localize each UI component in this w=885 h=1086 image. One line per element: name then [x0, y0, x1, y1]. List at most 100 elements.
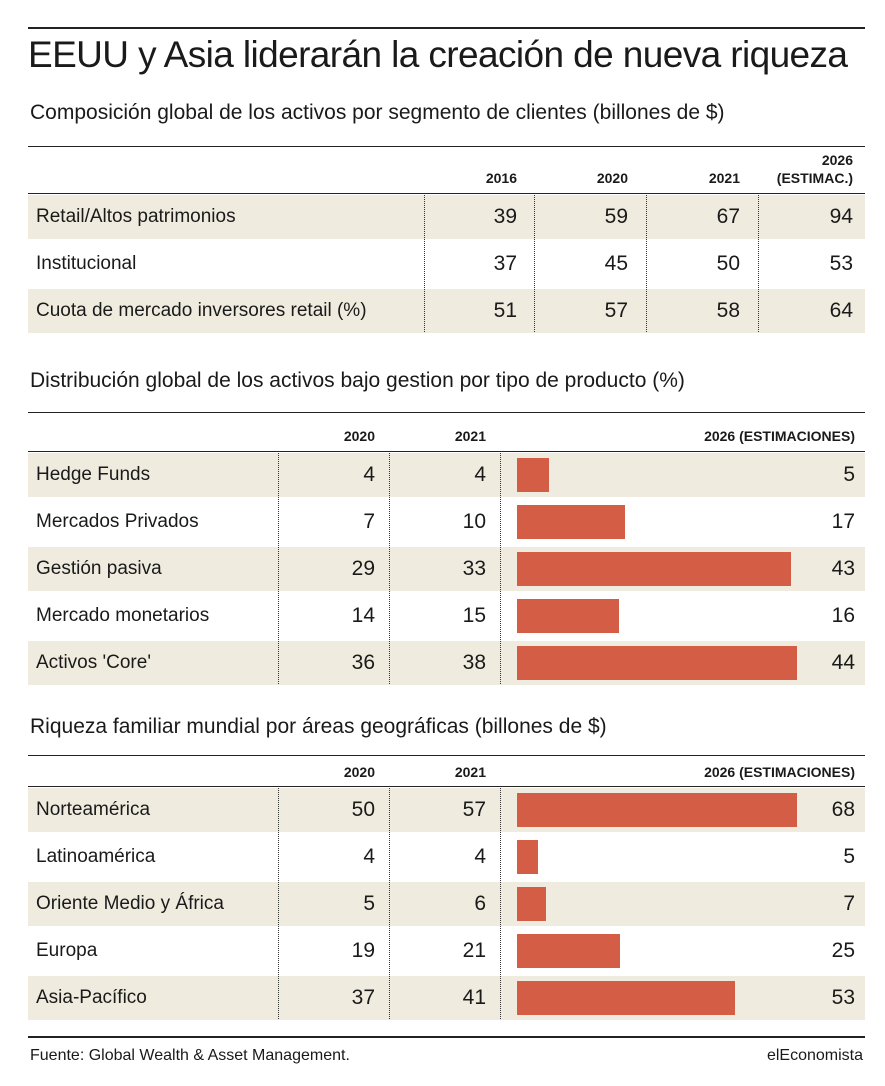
- value-cell: 4: [474, 845, 486, 868]
- column-divider: [500, 453, 501, 684]
- bar-value: 44: [831, 651, 855, 674]
- column-divider: [646, 195, 647, 332]
- bar: [517, 840, 538, 874]
- bar: [517, 981, 736, 1015]
- s2-col-2020: 2020: [343, 428, 375, 444]
- bar-value: 17: [831, 510, 855, 533]
- table-row: Asia-Pacífico 37 41 53: [28, 976, 865, 1020]
- column-divider: [534, 195, 535, 332]
- value-cell: 36: [351, 651, 375, 674]
- value-cell: 50: [351, 798, 375, 821]
- s3-col-2026: 2026 (ESTIMACIONES): [704, 764, 855, 780]
- value-cell: 21: [462, 939, 486, 962]
- s1-col-2026-year: 2026: [821, 152, 853, 168]
- value-cell: 58: [716, 299, 740, 322]
- section-1-header-rule: [28, 146, 865, 147]
- value-cell: 57: [462, 798, 486, 821]
- table-row: Cuota de mercado inversores retail (%) 51…: [28, 289, 865, 333]
- value-cell: 51: [493, 299, 517, 322]
- s2-col-2021: 2021: [454, 428, 486, 444]
- column-divider: [278, 453, 279, 684]
- section-1-top-rule: [28, 193, 865, 194]
- bar-value: 25: [831, 939, 855, 962]
- bar-value: 68: [831, 798, 855, 821]
- value-cell: 64: [829, 299, 853, 322]
- bar-value: 5: [843, 845, 855, 868]
- footer-source: Fuente: Global Wealth & Asset Management…: [30, 1047, 350, 1064]
- row-label: Mercados Privados: [36, 511, 199, 532]
- value-cell: 50: [716, 252, 740, 275]
- value-cell: 19: [351, 939, 375, 962]
- table-row: Institucional 37 45 50 53: [28, 242, 865, 286]
- s1-col-2020: 2020: [596, 170, 628, 186]
- row-label: Retail/Altos patrimonios: [36, 206, 236, 227]
- value-cell: 4: [363, 845, 375, 868]
- value-cell: 94: [829, 205, 853, 228]
- value-cell: 37: [351, 986, 375, 1009]
- s1-col-2021: 2021: [708, 170, 740, 186]
- row-label: Oriente Medio y África: [36, 893, 224, 914]
- table-row: Latinoamérica 4 4 5: [28, 835, 865, 879]
- value-cell: 38: [462, 651, 486, 674]
- section-2-title: Distribución global de los activos bajo …: [30, 369, 685, 392]
- bar-value: 53: [831, 986, 855, 1009]
- value-cell: 29: [351, 557, 375, 580]
- table-row: Hedge Funds 4 4 5: [28, 453, 865, 497]
- column-divider: [389, 453, 390, 684]
- value-cell: 5: [363, 892, 375, 915]
- bar: [517, 646, 797, 680]
- row-label: Europa: [36, 940, 98, 961]
- value-cell: 41: [462, 986, 486, 1009]
- value-cell: 15: [462, 604, 486, 627]
- bar: [517, 505, 626, 539]
- s1-col-2026-note: (ESTIMAC.): [776, 170, 853, 186]
- table-row: Activos 'Core' 36 38 44: [28, 641, 865, 685]
- column-divider: [278, 788, 279, 1019]
- bar-value: 43: [831, 557, 855, 580]
- value-cell: 45: [604, 252, 628, 275]
- value-cell: 4: [474, 463, 486, 486]
- bar-value: 5: [843, 463, 855, 486]
- bar: [517, 552, 791, 586]
- table-row: Mercados Privados 7 10 17: [28, 500, 865, 544]
- value-cell: 6: [474, 892, 486, 915]
- row-label: Gestión pasiva: [36, 558, 162, 579]
- column-divider: [500, 788, 501, 1019]
- bar: [517, 793, 797, 827]
- bar: [517, 599, 619, 633]
- table-row: Oriente Medio y África 5 6 7: [28, 882, 865, 926]
- value-cell: 57: [604, 299, 628, 322]
- value-cell: 53: [829, 252, 853, 275]
- s1-col-2016: 2016: [485, 170, 517, 186]
- value-cell: 33: [462, 557, 486, 580]
- table-row: Gestión pasiva 29 33 43: [28, 547, 865, 591]
- row-label: Cuota de mercado inversores retail (%): [36, 300, 367, 321]
- bar-value: 7: [843, 892, 855, 915]
- table-row: Mercado monetarios 14 15 16: [28, 594, 865, 638]
- section-3-top-rule: [28, 786, 865, 787]
- value-cell: 59: [604, 205, 628, 228]
- bar: [517, 458, 549, 492]
- bar-value: 16: [831, 604, 855, 627]
- row-label: Hedge Funds: [36, 464, 151, 485]
- table-row: Norteamérica 50 57 68: [28, 788, 865, 832]
- value-cell: 4: [363, 463, 375, 486]
- section-3-header-rule: [28, 755, 865, 756]
- main-title: EEUU y Asia liderarán la creación de nue…: [28, 34, 848, 75]
- s3-col-2020: 2020: [343, 764, 375, 780]
- row-label: Mercado monetarios: [36, 605, 210, 626]
- bar: [517, 887, 546, 921]
- column-divider: [758, 195, 759, 332]
- footer-rule: [28, 1036, 865, 1038]
- column-divider: [389, 788, 390, 1019]
- section-2-header-rule: [28, 412, 865, 413]
- table-row: Retail/Altos patrimonios 39 59 67 94: [28, 195, 865, 239]
- column-divider: [424, 195, 425, 332]
- bar: [517, 934, 620, 968]
- section-1-title: Composición global de los activos por se…: [30, 101, 725, 124]
- row-label: Institucional: [36, 253, 137, 274]
- value-cell: 7: [363, 510, 375, 533]
- value-cell: 14: [351, 604, 375, 627]
- footer-brand: elEconomista: [766, 1047, 863, 1064]
- value-cell: 10: [462, 510, 486, 533]
